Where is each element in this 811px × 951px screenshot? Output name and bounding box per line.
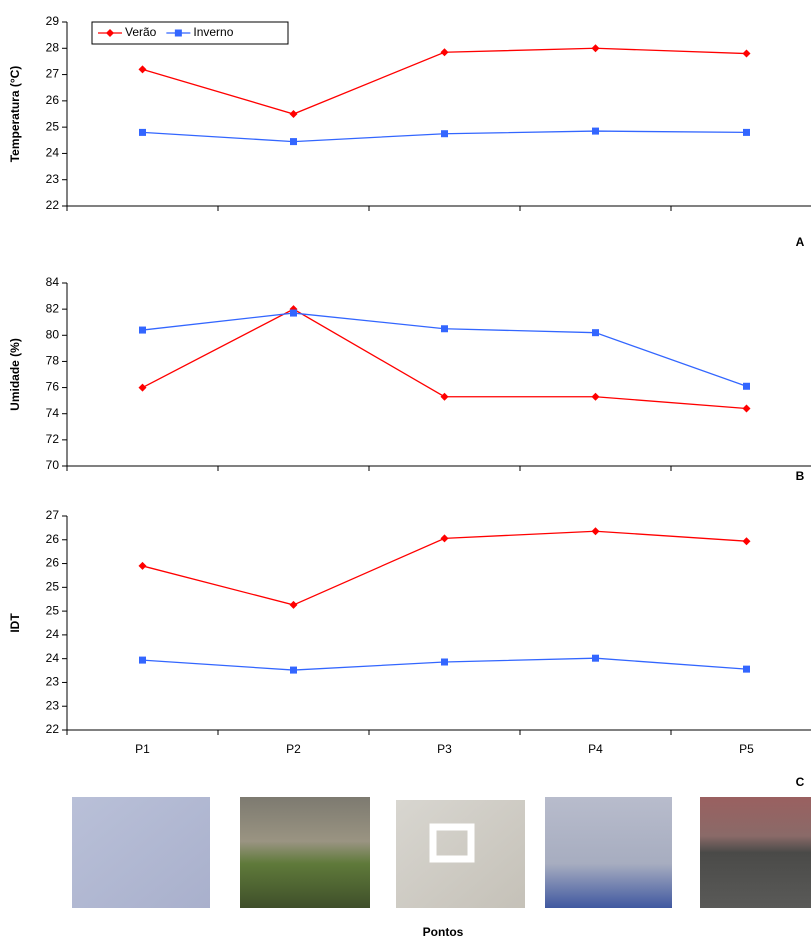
y-tick-label: 25 <box>46 603 60 617</box>
photo <box>240 797 370 908</box>
x-tick-label: P4 <box>588 742 603 756</box>
marker <box>290 138 297 145</box>
marker <box>290 667 297 674</box>
marker <box>592 44 600 52</box>
y-axis-title: Temperatura (°C) <box>8 66 22 163</box>
marker <box>441 534 449 542</box>
y-tick-label: 28 <box>46 40 60 54</box>
y-tick-label: 29 <box>46 14 60 28</box>
marker <box>743 404 751 412</box>
marker <box>139 384 147 392</box>
y-tick-label: 27 <box>46 67 60 81</box>
marker <box>139 657 146 664</box>
y-tick-label: 26 <box>46 556 60 570</box>
marker <box>139 562 147 570</box>
y-tick-label: 26 <box>46 93 60 107</box>
y-tick-label: 22 <box>46 722 60 736</box>
marker <box>139 327 146 334</box>
y-tick-label: 76 <box>46 380 60 394</box>
y-axis-title: IDT <box>8 613 22 633</box>
marker <box>290 110 298 118</box>
legend-label: Inverno <box>193 25 233 39</box>
y-tick-label: 84 <box>46 275 60 289</box>
y-tick-label: 82 <box>46 301 60 315</box>
marker <box>441 130 448 137</box>
marker <box>441 393 449 401</box>
marker <box>743 666 750 673</box>
legend-label: Verão <box>125 25 157 39</box>
marker <box>743 383 750 390</box>
marker <box>592 393 600 401</box>
photo <box>72 797 210 908</box>
marker <box>592 329 599 336</box>
marker <box>175 30 182 37</box>
x-tick-label: P5 <box>739 742 754 756</box>
series-line <box>143 48 747 114</box>
marker <box>592 128 599 135</box>
y-tick-label: 23 <box>46 675 60 689</box>
marker <box>139 129 146 136</box>
photo <box>545 797 672 908</box>
y-tick-label: 80 <box>46 327 60 341</box>
x-tick-label: P3 <box>437 742 452 756</box>
marker <box>743 537 751 545</box>
y-tick-label: 70 <box>46 458 60 472</box>
marker <box>743 129 750 136</box>
x-tick-label: P2 <box>286 742 301 756</box>
y-tick-label: 26 <box>46 532 60 546</box>
marker <box>441 658 448 665</box>
y-tick-label: 78 <box>46 354 60 368</box>
x-tick-label: P1 <box>135 742 150 756</box>
y-tick-label: 23 <box>46 172 60 186</box>
series-line <box>143 313 747 386</box>
y-tick-label: 24 <box>46 627 60 641</box>
y-tick-label: 22 <box>46 198 60 212</box>
panel-label: B <box>796 469 805 483</box>
y-tick-label: 24 <box>46 651 60 665</box>
y-tick-label: 25 <box>46 119 60 133</box>
y-tick-label: 24 <box>46 146 60 160</box>
marker <box>139 65 147 73</box>
marker <box>290 601 298 609</box>
photo <box>396 800 525 908</box>
marker <box>290 310 297 317</box>
marker <box>441 325 448 332</box>
y-tick-label: 25 <box>46 580 60 594</box>
marker <box>743 50 751 58</box>
y-tick-label: 23 <box>46 698 60 712</box>
panel-label: A <box>796 235 805 249</box>
y-tick-label: 74 <box>46 406 60 420</box>
photo <box>700 797 811 908</box>
panel-label: C <box>796 775 805 789</box>
marker <box>441 48 449 56</box>
y-axis-title: Umidade (%) <box>8 338 22 411</box>
x-axis-title: Pontos <box>423 925 464 939</box>
y-tick-label: 27 <box>46 508 60 522</box>
marker <box>592 527 600 535</box>
y-tick-label: 72 <box>46 432 60 446</box>
figure: 22 23 24 25 26 27 28 29 Temperatura (°C) A Verão In… <box>0 0 811 946</box>
marker <box>592 655 599 662</box>
